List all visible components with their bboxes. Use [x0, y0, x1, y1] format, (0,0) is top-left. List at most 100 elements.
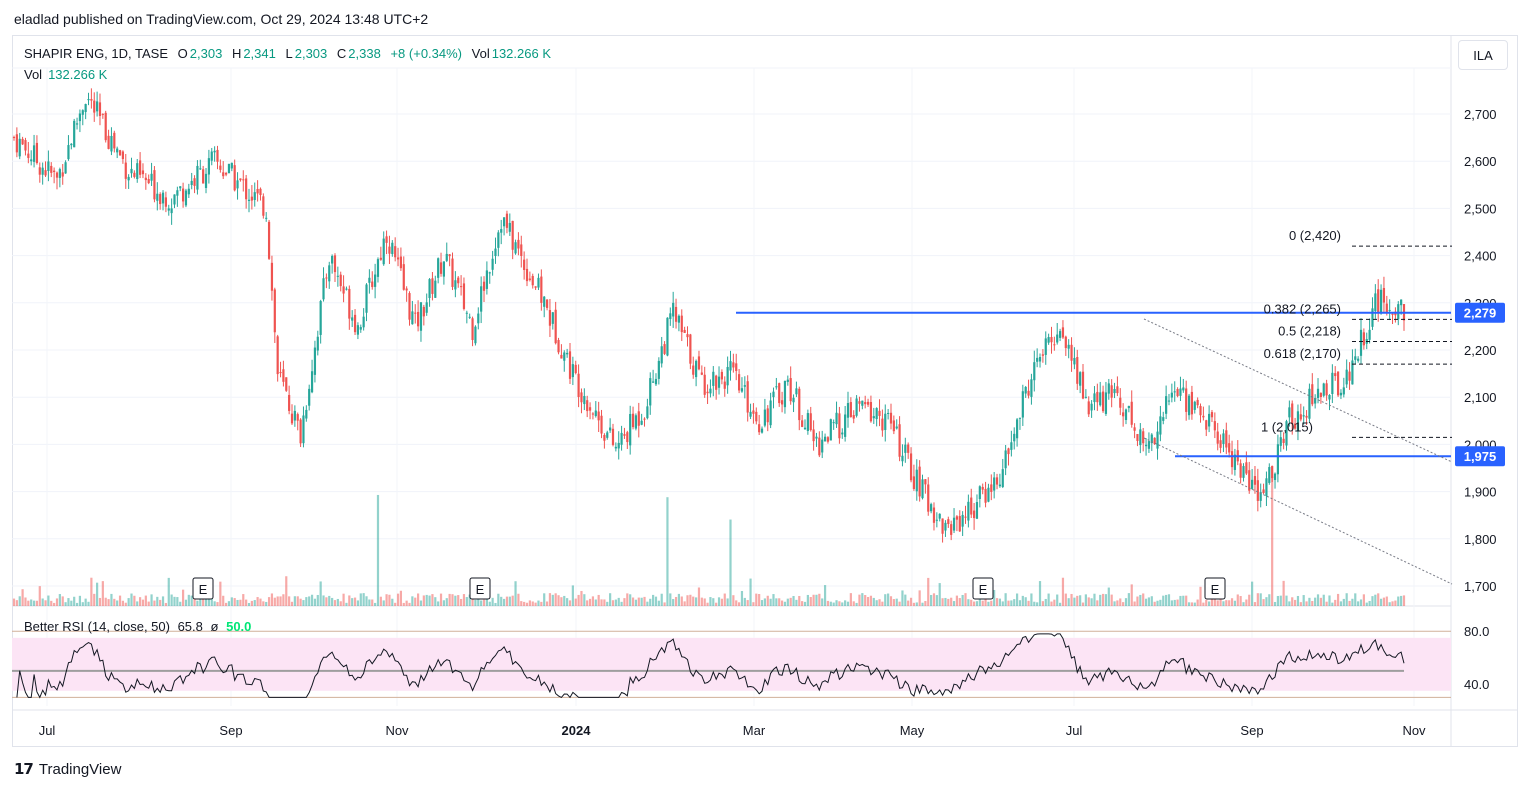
candle-body: [41, 167, 44, 175]
volume-bar: [190, 595, 193, 606]
candle-body: [984, 488, 987, 503]
volume-bar: [801, 601, 804, 606]
chart-frame: [12, 35, 1518, 747]
volume-bar: [454, 595, 457, 606]
candle-body: [958, 516, 961, 532]
volume-bar: [1251, 581, 1254, 606]
candle-body: [829, 419, 832, 441]
candle-body: [1038, 357, 1042, 362]
volume-bar: [411, 596, 414, 606]
volume-bar: [895, 598, 898, 606]
candle-body: [1113, 388, 1116, 394]
candle-body: [308, 388, 311, 406]
volume-bar: [345, 602, 348, 606]
candle-body: [970, 497, 973, 515]
candle-body: [623, 434, 626, 436]
y-tick-label: 2,100: [1464, 390, 1497, 405]
x-tick-label: Jul: [39, 723, 56, 738]
volume-bar: [758, 594, 761, 606]
volume-bar: [61, 596, 64, 606]
candle-body: [1293, 423, 1297, 429]
candle-body: [1018, 417, 1022, 419]
volume-bar: [594, 599, 597, 606]
candle-body: [654, 378, 658, 385]
candle-body: [156, 193, 159, 201]
volume-bar: [1159, 599, 1162, 606]
candle-body: [629, 414, 632, 446]
volume-bar: [643, 596, 646, 606]
candle-body: [502, 217, 506, 227]
candle-body: [1136, 434, 1139, 441]
x-tick-label: May: [900, 723, 925, 738]
candle-body: [1230, 451, 1234, 468]
volume-bar: [864, 595, 867, 606]
volume-bar: [133, 595, 136, 606]
candle-body: [1305, 415, 1308, 418]
candle-body: [1010, 442, 1013, 450]
candle-body: [1371, 308, 1374, 327]
candle-body: [1348, 371, 1351, 381]
volume-bar: [184, 599, 188, 606]
volume-bar: [75, 602, 79, 606]
volume-bar: [1365, 602, 1368, 606]
volume-bar: [1248, 594, 1251, 606]
candle-body: [491, 258, 494, 270]
candle-body: [967, 501, 970, 521]
volume-bar: [1253, 602, 1257, 606]
y-tick-label: 2,700: [1464, 107, 1497, 122]
volume-bar: [187, 594, 190, 606]
x-tick-label: Nov: [1402, 723, 1426, 738]
candle-body: [566, 352, 569, 355]
candle-body: [1259, 492, 1262, 501]
volume-bar: [1190, 602, 1194, 606]
volume-bar: [348, 595, 351, 606]
volume-bar: [227, 601, 231, 606]
candle-body: [1056, 334, 1059, 343]
candle-body: [64, 162, 67, 174]
candle-body: [915, 469, 918, 492]
candle-body: [190, 180, 193, 186]
volume-bar: [1130, 584, 1133, 606]
candle-body: [881, 418, 884, 431]
volume-bar: [30, 599, 33, 606]
candle-body: [147, 179, 150, 184]
candle-body: [1228, 443, 1231, 453]
candle-body: [399, 256, 403, 269]
candle-body: [408, 293, 411, 320]
candle-body: [1391, 313, 1394, 315]
volume-bar: [1388, 602, 1391, 606]
candle-body: [715, 375, 718, 390]
candle-body: [1079, 372, 1082, 386]
currency-button[interactable]: ILA: [1458, 40, 1508, 70]
candle-body: [482, 281, 486, 291]
candle-body: [1090, 403, 1093, 411]
candle-body: [577, 373, 580, 397]
candle-body: [322, 278, 325, 300]
candle-body: [485, 270, 488, 289]
candle-body: [652, 381, 655, 383]
volume-bar: [15, 600, 18, 606]
volume-bar: [666, 497, 669, 606]
volume-bar: [81, 602, 84, 606]
earnings-marker-label: E: [199, 582, 208, 597]
candle-body: [1053, 344, 1056, 346]
volume-bar: [646, 601, 649, 606]
volume-bar: [1044, 598, 1047, 606]
volume-bar: [87, 601, 90, 606]
volume-bar: [674, 596, 678, 606]
candle-body: [396, 257, 400, 260]
candle-body: [878, 410, 881, 416]
volume-bar: [339, 601, 342, 606]
candle-body: [1359, 329, 1363, 356]
x-tick-label: 2024: [562, 723, 592, 738]
candle-body: [477, 313, 480, 324]
candle-body: [1162, 417, 1165, 421]
candle-body: [545, 299, 549, 308]
volume-bar: [1087, 597, 1090, 606]
candle-body: [1087, 401, 1090, 415]
volume-bar: [219, 581, 222, 606]
volume-bar: [1385, 596, 1388, 606]
volume-bar: [1299, 602, 1302, 606]
candle-body: [543, 296, 546, 307]
